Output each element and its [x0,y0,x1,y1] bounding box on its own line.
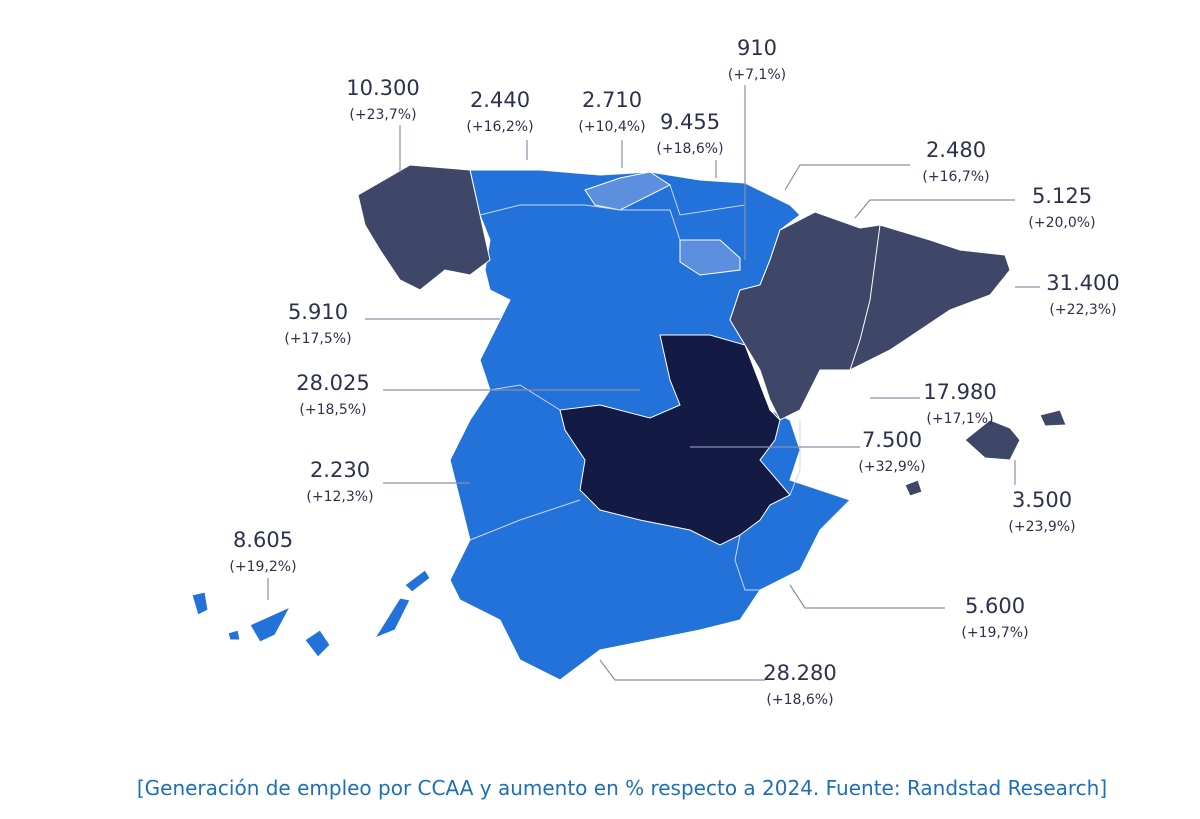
region-border [489,384,561,411]
region-canary-3 [304,629,331,658]
region-value: 2.480 [926,138,986,162]
region-change: (+18,6%) [656,141,723,157]
region-change: (+7,1%) [728,67,786,83]
region-change: (+23,7%) [349,107,416,123]
region-change: (+32,9%) [858,459,925,475]
region-border [734,534,760,591]
region-change: (+23,9%) [1008,519,1075,535]
region-value: 910 [737,36,777,60]
leader-line [599,659,765,681]
region-change: (+16,7%) [922,169,989,185]
region-change: (+20,0%) [1028,215,1095,231]
region-border [479,204,681,241]
leader-line [789,584,945,609]
region-value: 10.300 [346,76,419,100]
region-value: 17.980 [923,380,996,404]
region-change: (+18,5%) [299,402,366,418]
caption: [Generación de empleo por CCAA y aumento… [137,776,1107,800]
region-value: 2.710 [582,88,642,112]
region-change: (+19,2%) [229,559,296,575]
region-change: (+22,3%) [1049,302,1116,318]
region-castilla-la-mancha [559,334,791,546]
region-canary-6 [227,629,241,641]
region-canary-4 [373,597,411,640]
region-ibiza [904,479,923,497]
region-change: (+19,7%) [961,625,1028,641]
region-change: (+17,5%) [284,331,351,347]
region-value: 5.910 [288,300,348,324]
labels: 10.300 (+23,7%) 2.440 (+16,2%) 2.710 (+10,4%)… [229,36,1119,708]
region-value: 5.600 [965,594,1025,618]
map [191,164,1067,681]
region-value: 2.440 [470,88,530,112]
region-value: 9.455 [660,110,720,134]
region-border [789,420,801,496]
region-canary-1 [191,591,209,616]
region-border [469,499,581,541]
region-change: (+16,2%) [466,119,533,135]
region-change: (+17,1%) [926,411,993,427]
region-value: 5.125 [1032,184,1092,208]
region-change: (+10,4%) [578,119,645,135]
leader-line [784,164,910,191]
region-galicia [357,164,491,291]
region-catalonia [849,224,1011,371]
region-mallorca [964,419,1021,461]
region-value: 28.280 [763,661,836,685]
region-value: 8.605 [233,528,293,552]
region-menorca [1039,409,1067,427]
region-canary-2 [249,605,292,643]
region-value: 31.400 [1046,271,1119,295]
region-change: (+18,6%) [766,692,833,708]
region-canary-5 [404,569,431,593]
region-value: 2.230 [310,458,370,482]
region-change: (+12,3%) [306,489,373,505]
region-value: 3.500 [1012,488,1072,512]
region-value: 7.500 [862,428,922,452]
leader-line [854,199,1015,219]
region-la-rioja [679,239,741,276]
region-value: 28.025 [296,371,369,395]
region-cantabria [584,171,672,211]
region-aragon [729,211,881,421]
